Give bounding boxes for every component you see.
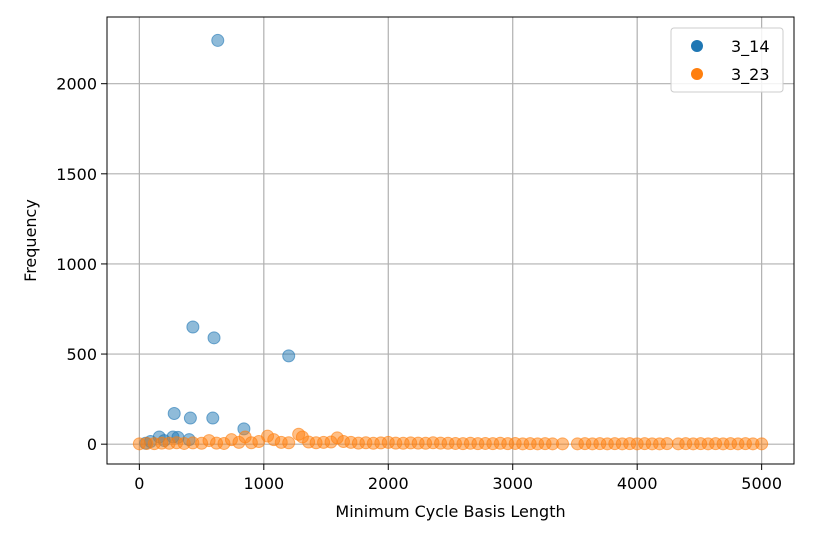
y-tick-label: 2000	[56, 75, 97, 94]
point-series-3_14	[167, 407, 181, 421]
legend-marker	[691, 40, 703, 52]
x-tick-label: 2000	[368, 474, 409, 493]
point-series-3_23	[556, 437, 570, 451]
y-axis-label: Frequency	[21, 199, 40, 282]
point-series-3_14	[186, 320, 200, 334]
axis-ticks: 0 1000 2000 3000 4000 5000 0 500 1000 1500 2000	[56, 75, 782, 493]
legend-marker	[691, 68, 703, 80]
point-series-3_14	[211, 33, 225, 47]
y-tick-label: 0	[87, 435, 97, 454]
point-series-3_14	[207, 331, 221, 345]
y-tick-label: 500	[66, 345, 97, 364]
plot-frame	[106, 16, 795, 465]
x-tick-label: 1000	[243, 474, 284, 493]
x-tick-label: 0	[134, 474, 144, 493]
point-series-3_23	[282, 436, 296, 450]
y-tick-label: 1000	[56, 255, 97, 274]
point-series-3_23	[660, 437, 674, 451]
y-tick-label: 1500	[56, 165, 97, 184]
x-tick-label: 4000	[617, 474, 658, 493]
point-series-3_14	[183, 411, 197, 425]
data-points	[132, 33, 769, 451]
legend-label: 3_14	[731, 37, 770, 57]
x-axis-label: Minimum Cycle Basis Length	[335, 502, 565, 521]
point-series-3_14	[282, 349, 296, 363]
legend-label: 3_23	[731, 65, 770, 85]
x-tick-label: 5000	[741, 474, 782, 493]
x-tick-label: 3000	[492, 474, 533, 493]
point-series-3_23	[755, 437, 769, 451]
legend: 3_14 3_23	[670, 27, 784, 93]
point-series-3_14	[206, 411, 220, 425]
